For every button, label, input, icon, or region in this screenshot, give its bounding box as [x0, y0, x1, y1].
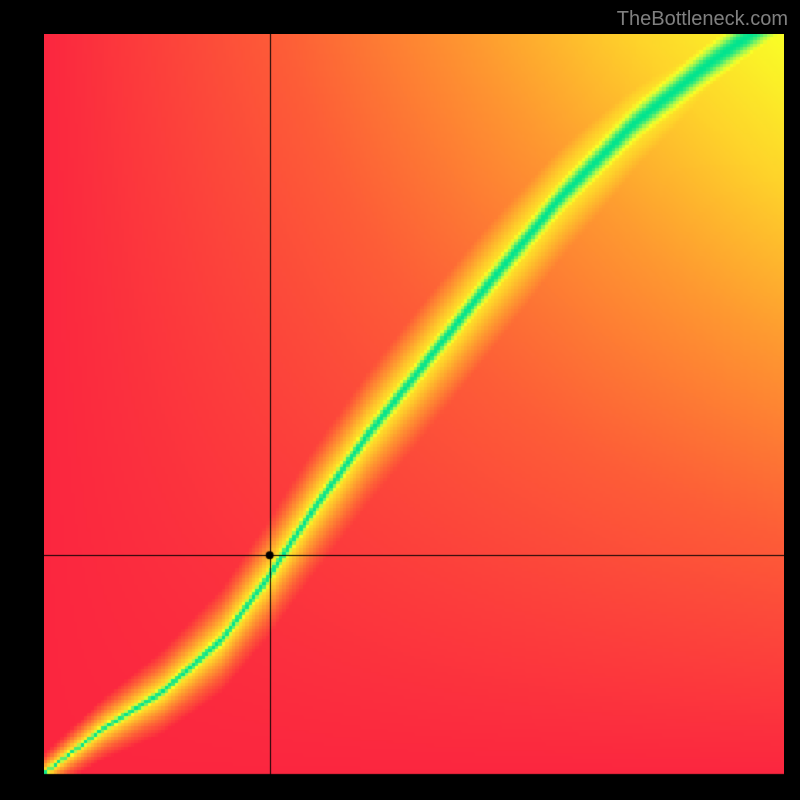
- heatmap-plot: [44, 34, 784, 784]
- heatmap-canvas: [44, 34, 784, 784]
- watermark-text: TheBottleneck.com: [617, 8, 788, 31]
